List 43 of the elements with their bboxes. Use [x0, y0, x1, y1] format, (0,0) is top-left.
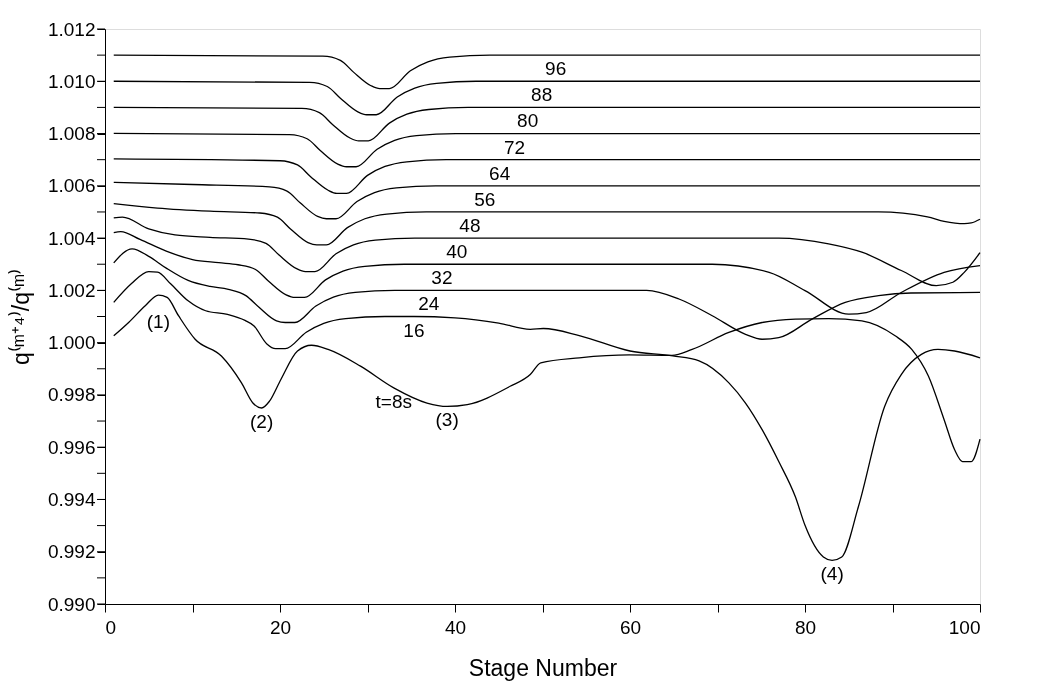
y-tick-label: 0.994 — [47, 488, 96, 510]
y-tick-label: 1.008 — [47, 123, 96, 145]
annotation: 32 — [431, 267, 453, 289]
y-tick-label: 0.996 — [47, 436, 96, 458]
line-series — [113, 270, 981, 561]
x-tick-label: 60 — [619, 616, 642, 638]
x-tick-label: 80 — [794, 616, 817, 638]
line-series — [113, 181, 981, 220]
annotation: 72 — [503, 136, 526, 158]
y-tick-label: 1.010 — [47, 70, 96, 92]
x-axis-title: Stage Number — [468, 654, 618, 681]
x-tick-label: 100 — [948, 616, 981, 638]
annotation: 56 — [474, 188, 496, 210]
annotation: 16 — [403, 319, 425, 341]
y-axis-title: q⁽ᵐ⁺⁴⁾/q⁽ᵐ⁾ — [7, 268, 34, 366]
line-series — [113, 132, 981, 168]
y-tick-label: 0.990 — [47, 593, 96, 615]
y-tick-label: 0.992 — [47, 541, 96, 563]
line-series — [113, 54, 981, 90]
y-tick-label: 1.000 — [47, 332, 96, 354]
annotation: 48 — [459, 214, 481, 236]
y-tick-label: 1.006 — [47, 175, 96, 197]
annotation: (4) — [820, 563, 844, 585]
annotation: 80 — [517, 110, 539, 132]
annotation: 96 — [545, 58, 567, 80]
line-series — [113, 106, 981, 142]
y-tick-label: 0.998 — [47, 384, 96, 406]
annotation: 24 — [418, 293, 440, 315]
x-tick-label: 40 — [444, 616, 467, 638]
annotation: 40 — [446, 241, 468, 263]
annotation: (3) — [435, 409, 459, 431]
y-tick-label: 1.004 — [47, 227, 96, 249]
x-tick-label: 20 — [269, 616, 292, 638]
line-series — [113, 158, 981, 195]
annotation: 88 — [531, 84, 553, 106]
line-series — [113, 80, 981, 116]
annotation: t=8s — [375, 390, 412, 412]
annotation: (2) — [250, 410, 274, 432]
x-tick-label: 0 — [105, 616, 117, 638]
annotation: (1) — [146, 311, 170, 333]
y-tick-label: 1.002 — [47, 279, 96, 301]
y-tick-label: 1.012 — [47, 18, 96, 40]
annotation: 64 — [489, 162, 511, 184]
